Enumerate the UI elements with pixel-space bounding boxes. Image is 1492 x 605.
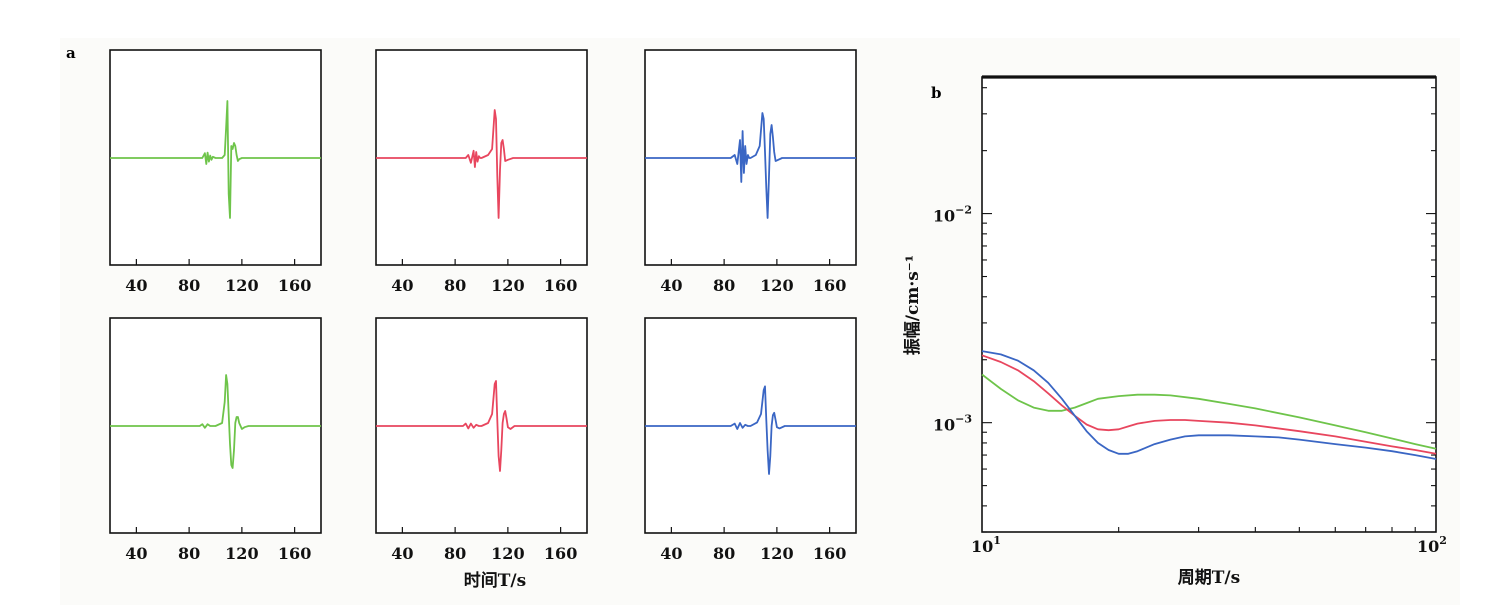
x-tick-label: 160 bbox=[278, 276, 311, 295]
waveform-line-blue bbox=[645, 385, 856, 475]
waveform-subplot-row1-col2: 40 80 120 160 bbox=[375, 49, 588, 295]
panel-b-letter: b bbox=[931, 84, 942, 102]
spectrum-line-red bbox=[981, 354, 1437, 455]
x-tick-label: 40 bbox=[125, 544, 147, 563]
waveform-line-red bbox=[376, 380, 587, 472]
x-tick-label: 80 bbox=[713, 276, 735, 295]
x-tick-label: 40 bbox=[660, 276, 682, 295]
x-tick-label: 80 bbox=[178, 544, 200, 563]
x-tick-label: 40 bbox=[391, 544, 413, 563]
x-tick-label: 120 bbox=[491, 276, 524, 295]
y-tick-label: 10−3 bbox=[933, 413, 972, 435]
x-tick-label: 120 bbox=[491, 544, 524, 563]
x-tick-label: 80 bbox=[444, 544, 466, 563]
x-tick-label: 40 bbox=[391, 276, 413, 295]
y-tick-label: 10−2 bbox=[933, 204, 972, 226]
waveform-line-blue bbox=[645, 112, 856, 219]
x-tick-label: 160 bbox=[813, 544, 846, 563]
x-tick-label: 80 bbox=[713, 544, 735, 563]
panel-a-xlabel: 时间T/s bbox=[464, 570, 526, 591]
x-tick-label: 120 bbox=[225, 544, 258, 563]
x-tick-label: 40 bbox=[660, 544, 682, 563]
x-tick-label: 160 bbox=[544, 544, 577, 563]
panel-b-xlabel: 周期T/s bbox=[1178, 568, 1240, 588]
x-tick-label: 102 bbox=[1417, 534, 1447, 556]
x-tick-label: 160 bbox=[813, 276, 846, 295]
waveform-line-red bbox=[376, 109, 587, 219]
waveform-subplot-row2-col1: 40 80 120 160 bbox=[109, 317, 322, 563]
waveform-subplot-row2-col2: 40 80 120 160 bbox=[375, 317, 588, 563]
waveform-line-green bbox=[110, 374, 321, 469]
spectrum-line-green bbox=[981, 373, 1437, 450]
x-tick-label: 120 bbox=[760, 544, 793, 563]
x-tick-label: 101 bbox=[971, 534, 1001, 556]
x-tick-label: 80 bbox=[178, 276, 200, 295]
x-tick-label: 120 bbox=[760, 276, 793, 295]
waveform-line-green bbox=[110, 100, 321, 219]
spectrum-plot-frame bbox=[981, 76, 1437, 533]
panel-a-letter: a bbox=[66, 44, 76, 62]
x-tick-label: 40 bbox=[125, 276, 147, 295]
x-tick-label: 160 bbox=[278, 544, 311, 563]
x-tick-label: 80 bbox=[444, 276, 466, 295]
spectrum-line-blue bbox=[981, 350, 1437, 460]
waveform-subplot-row1-col3: 40 80 120 160 bbox=[644, 49, 857, 295]
x-tick-label: 160 bbox=[544, 276, 577, 295]
x-tick-label: 120 bbox=[225, 276, 258, 295]
waveform-subplot-row1-col1: 40 80 120 160 bbox=[109, 49, 322, 295]
panel-b-ylabel: 振幅/cm·s⁻¹ bbox=[902, 255, 923, 355]
panel-a: 40 80 120 160 40 80 120 160 40 80 120 160 40 80 120 160… bbox=[109, 49, 857, 563]
waveform-subplot-row2-col3: 40 80 120 160 bbox=[644, 317, 857, 563]
panel-b: 101 102 10−2 10−3 bbox=[933, 75, 1447, 556]
